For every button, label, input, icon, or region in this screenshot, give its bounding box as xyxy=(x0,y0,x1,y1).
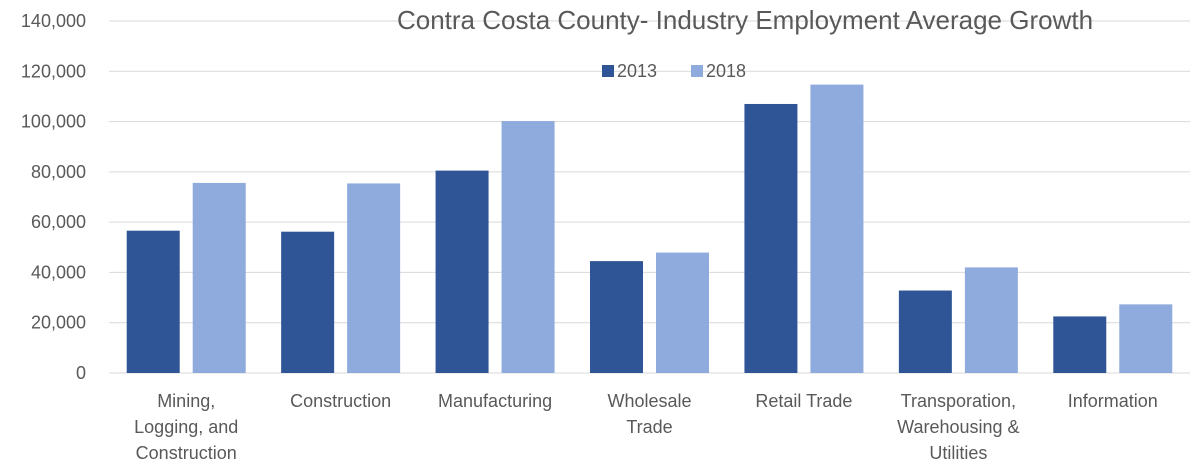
bars xyxy=(126,84,1173,374)
y-tick-label: 140,000 xyxy=(21,11,86,31)
bar-2013 xyxy=(744,103,798,373)
bar-2018 xyxy=(347,183,401,373)
x-category-label: Mining, Logging, and Construction xyxy=(134,391,238,463)
bar-2018 xyxy=(656,252,709,373)
y-axis-ticks: 0 20,000 40,000 60,000 80,000 100,000 120,000 1… xyxy=(21,11,86,383)
bar-2018 xyxy=(501,121,555,373)
y-tick-label: 60,000 xyxy=(31,212,86,232)
y-tick-label: 100,000 xyxy=(21,112,86,132)
legend-swatch-2013 xyxy=(602,65,614,77)
x-category-label: Transporation, Warehousing & Utilities xyxy=(897,391,1019,463)
bar-2013 xyxy=(898,290,952,373)
legend-swatch-2018 xyxy=(691,65,703,77)
y-tick-label: 20,000 xyxy=(31,313,86,333)
x-category-label: Construction xyxy=(290,391,391,411)
bar-2013 xyxy=(281,231,335,373)
bar-2013 xyxy=(435,170,489,373)
x-axis-categories: Mining, Logging, and Construction Construct… xyxy=(134,391,1158,463)
legend: 2013 2018 xyxy=(602,61,746,81)
legend-label-2013: 2013 xyxy=(617,61,657,81)
y-tick-label: 40,000 xyxy=(31,262,86,282)
bar-2018 xyxy=(964,267,1018,373)
x-category-label: Information xyxy=(1068,391,1158,411)
bar-2018 xyxy=(810,84,864,374)
bar-2013 xyxy=(590,261,643,373)
y-tick-label: 80,000 xyxy=(31,162,86,182)
x-category-label: Retail Trade xyxy=(755,391,852,411)
bar-2013 xyxy=(1053,316,1107,373)
x-category-label: Manufacturing xyxy=(438,391,552,411)
x-category-label: Wholesale Trade xyxy=(607,391,691,437)
legend-label-2018: 2018 xyxy=(706,61,746,81)
bar-2018 xyxy=(192,182,246,373)
bar-2013 xyxy=(126,230,180,373)
chart-title: Contra Costa County- Industry Employment… xyxy=(397,5,1093,35)
bar-2018 xyxy=(1119,304,1173,373)
y-tick-label: 0 xyxy=(76,363,86,383)
y-tick-label: 120,000 xyxy=(21,61,86,81)
